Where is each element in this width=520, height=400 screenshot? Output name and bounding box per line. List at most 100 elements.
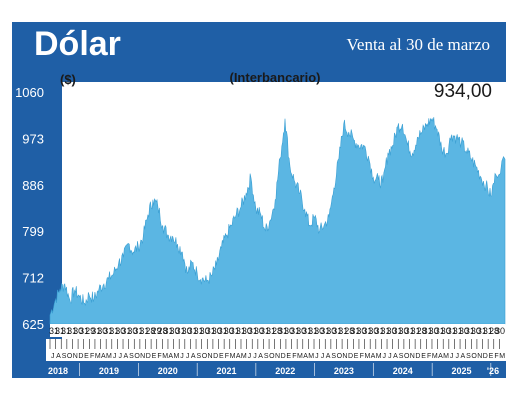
month-label: M: [376, 353, 382, 360]
series-area: [49, 117, 506, 325]
day-label: 31: [230, 326, 240, 336]
year-label: 2020: [158, 366, 178, 376]
day-label: 31: [236, 326, 246, 336]
month-label: A: [258, 353, 263, 360]
month-label: D: [415, 353, 420, 360]
day-label: 31: [61, 326, 71, 336]
day-label: 31: [55, 326, 65, 336]
month-label: M: [241, 353, 247, 360]
day-label: 31: [423, 326, 433, 336]
month-label: F: [90, 353, 94, 360]
month-label: O: [404, 353, 410, 360]
day-label: 30: [170, 326, 180, 336]
month-label: N: [275, 353, 280, 360]
month-label: S: [62, 353, 67, 360]
day-label: 30: [326, 326, 336, 336]
day-label: 31: [248, 326, 258, 336]
day-label: 30: [212, 326, 222, 336]
chart-title: Dólar: [34, 25, 121, 63]
day-label: 31: [447, 326, 457, 336]
month-label: J: [186, 353, 190, 360]
month-label: M: [297, 353, 303, 360]
month-label: D: [483, 353, 488, 360]
day-label: 31: [465, 326, 475, 336]
month-label: O: [134, 353, 140, 360]
day-label: 31: [411, 326, 421, 336]
day-label: 30: [242, 326, 252, 336]
day-label: 31: [194, 326, 204, 336]
month-label: E: [489, 353, 494, 360]
day-label: 31: [164, 326, 174, 336]
y-tick-label: 712: [22, 271, 44, 286]
day-label: 31: [91, 326, 101, 336]
day-label: 31: [332, 326, 342, 336]
year-label: 2018: [48, 366, 68, 376]
month-label: E: [84, 353, 89, 360]
day-label: 31: [338, 326, 348, 336]
month-label: E: [354, 353, 359, 360]
day-label: 30: [441, 326, 451, 336]
month-label: M: [443, 353, 449, 360]
y-tick-label: 799: [22, 224, 44, 239]
month-label: O: [67, 353, 73, 360]
month-label: M: [308, 353, 314, 360]
month-label: S: [331, 353, 336, 360]
month-label: A: [393, 353, 398, 360]
month-label: A: [371, 353, 376, 360]
day-label: 31: [350, 326, 360, 336]
y-tick-label: 886: [22, 178, 44, 193]
day-label: 31: [218, 326, 228, 336]
chart-caption: (Interbancario): [229, 70, 320, 85]
day-label: 28: [344, 326, 354, 336]
month-label: S: [399, 353, 404, 360]
month-label: J: [118, 353, 122, 360]
chart-subtitle: Venta al 30 de marzo: [346, 35, 491, 54]
day-label: 31: [278, 326, 288, 336]
day-label: 31: [67, 326, 77, 336]
day-label: 31: [260, 326, 270, 336]
day-label: 31: [405, 326, 415, 336]
day-label: 30: [429, 326, 439, 336]
month-label: E: [286, 353, 291, 360]
month-label: M: [106, 353, 112, 360]
day-label: 31: [188, 326, 198, 336]
month-label: S: [197, 353, 202, 360]
month-label: F: [292, 353, 296, 360]
day-label: 28: [489, 326, 499, 336]
day-label: 30: [495, 326, 505, 336]
day-label: 28: [145, 326, 155, 336]
month-label: M: [230, 353, 236, 360]
month-label: D: [78, 353, 83, 360]
day-label: 31: [477, 326, 487, 336]
month-label: F: [225, 353, 229, 360]
day-label: 31: [79, 326, 89, 336]
day-label: 30: [459, 326, 469, 336]
month-label: J: [180, 353, 184, 360]
day-label: 31: [266, 326, 276, 336]
day-label: 31: [308, 326, 318, 336]
day-label: 28: [272, 326, 282, 336]
month-label: J: [388, 353, 392, 360]
day-label: 30: [254, 326, 264, 336]
year-label: 2021: [216, 366, 236, 376]
month-label: N: [73, 353, 78, 360]
month-label: D: [348, 353, 353, 360]
month-label: N: [140, 353, 145, 360]
day-label: 31: [133, 326, 143, 336]
y-axis-unit: ($): [60, 72, 76, 87]
month-label: A: [168, 353, 173, 360]
month-label: F: [494, 353, 498, 360]
day-label: 31: [362, 326, 372, 336]
month-label: M: [173, 353, 179, 360]
day-label: 30: [182, 326, 192, 336]
day-label: 28: [157, 326, 167, 336]
month-label-band: [46, 339, 506, 361]
month-label: N: [208, 353, 213, 360]
month-label: S: [129, 353, 134, 360]
month-label: N: [342, 353, 347, 360]
day-label: 31: [109, 326, 119, 336]
month-label: A: [438, 353, 443, 360]
month-label: D: [146, 353, 151, 360]
month-label: J: [51, 353, 55, 360]
